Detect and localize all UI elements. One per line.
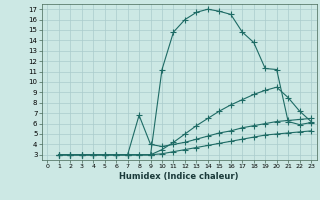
X-axis label: Humidex (Indice chaleur): Humidex (Indice chaleur) [119,172,239,181]
